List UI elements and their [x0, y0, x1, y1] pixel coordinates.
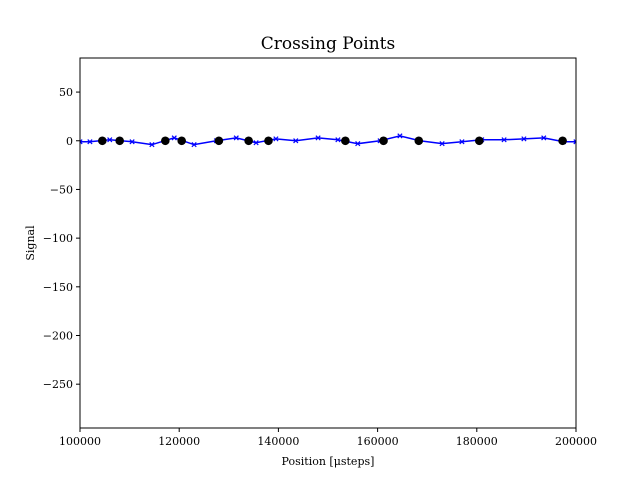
signal-point: [459, 139, 465, 145]
crossing-point: [341, 136, 350, 146]
signal-point: [335, 137, 341, 143]
signal-point: [501, 137, 507, 143]
x-tick-label: 160000: [357, 435, 399, 448]
y-axis: 50 0 −50 −100 −150 −200 −250: [43, 86, 80, 391]
signal-point: [541, 135, 547, 141]
crossing-point: [177, 136, 186, 146]
crossing-point: [244, 136, 253, 146]
signal-line: [80, 135, 576, 146]
signal-point: [439, 141, 445, 147]
y-tick-label: −250: [43, 378, 73, 391]
signal-point: [80, 139, 83, 145]
x-tick-label: 180000: [456, 435, 498, 448]
signal-point: [87, 139, 93, 145]
x-tick-label: 120000: [158, 435, 200, 448]
x-tick-label: 140000: [257, 435, 299, 448]
y-axis-label: Signal: [24, 225, 37, 261]
signal-point: [149, 142, 155, 148]
x-tick-label: 100000: [59, 435, 101, 448]
signal-point: [107, 137, 113, 143]
signal-point: [315, 135, 321, 141]
x-axis: 100000 120000 140000 160000 180000 200000: [59, 428, 597, 448]
chart-title: Crossing Points: [261, 34, 395, 54]
crossing-point: [214, 136, 224, 146]
crossing-point: [474, 136, 484, 146]
y-tick-label: −100: [43, 232, 73, 245]
y-tick-label: −200: [43, 330, 73, 343]
signal-point: [293, 138, 299, 144]
y-tick-label: −150: [43, 281, 73, 294]
crossing-point: [161, 136, 170, 146]
signal-point: [573, 139, 576, 145]
signal-point: [273, 136, 279, 142]
signal-point: [191, 142, 197, 148]
signal-point: [397, 133, 403, 139]
crossing-point: [264, 136, 273, 146]
crossing-point: [115, 136, 124, 146]
signal-point: [253, 140, 259, 146]
x-axis-label: Position [μsteps]: [282, 455, 375, 468]
signal-point: [129, 139, 135, 145]
crossing-point: [414, 136, 424, 146]
crossing-point: [98, 136, 107, 146]
crossing-point: [558, 136, 567, 146]
signal-point: [171, 135, 177, 141]
y-tick-label: 50: [59, 86, 73, 99]
plot-area: [80, 133, 576, 148]
crossing-point: [379, 136, 388, 146]
y-tick-label: 0: [66, 135, 73, 148]
signal-point: [521, 136, 527, 142]
y-tick-label: −50: [50, 183, 73, 196]
plot-frame: [79, 57, 577, 429]
signal-point: [355, 141, 361, 147]
signal-point: [233, 135, 239, 141]
x-tick-label: 200000: [555, 435, 597, 448]
